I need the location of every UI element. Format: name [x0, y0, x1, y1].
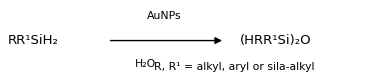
Text: R, R¹ = alkyl, aryl or sila-alkyl: R, R¹ = alkyl, aryl or sila-alkyl [154, 62, 314, 72]
Text: RR¹SiH₂: RR¹SiH₂ [8, 34, 59, 47]
Text: AuNPs: AuNPs [147, 11, 182, 21]
Text: (HRR¹Si)₂O: (HRR¹Si)₂O [240, 34, 311, 47]
Text: H₂O: H₂O [135, 59, 156, 69]
